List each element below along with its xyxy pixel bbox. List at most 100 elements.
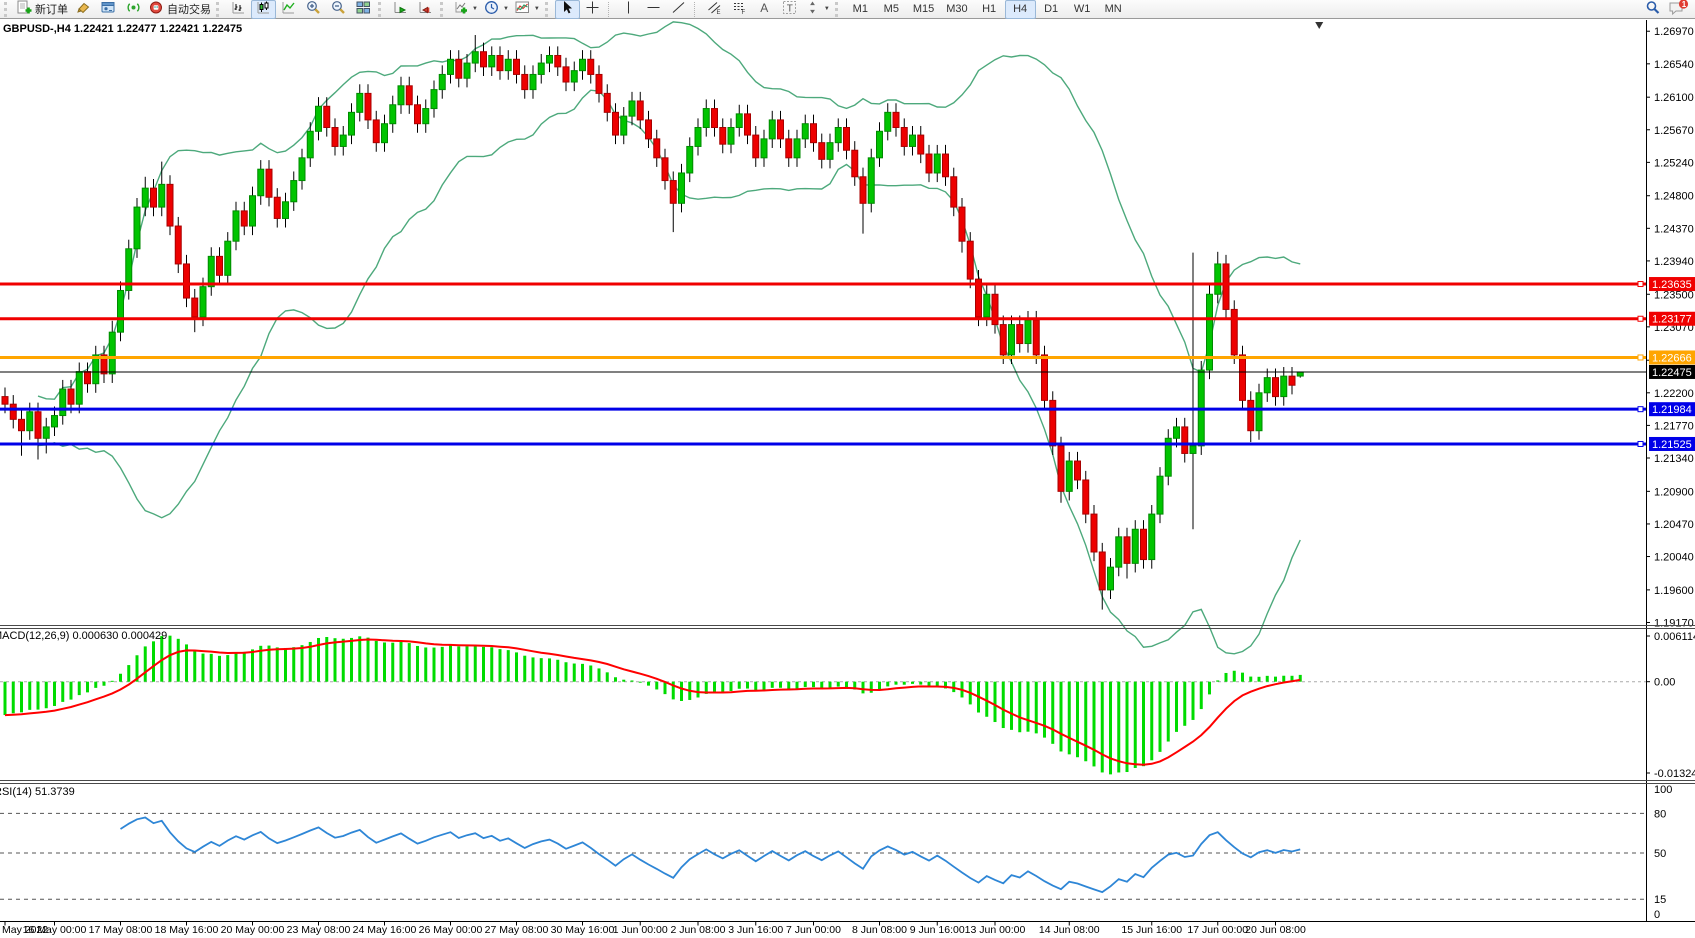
candle-up — [1206, 293, 1213, 371]
notifications-button[interactable]: 1 — [1665, 0, 1693, 19]
vertical-line-button[interactable] — [616, 0, 641, 19]
text-button[interactable]: A — [752, 0, 777, 19]
rsi-axis-label: 15 — [1654, 894, 1666, 906]
time-tick-label[interactable]: 8 Jun 08:00 — [852, 924, 907, 936]
tile-windows-icon — [356, 0, 371, 18]
macd-histogram-bar — [886, 681, 890, 687]
dropdown-caret[interactable]: ▼ — [502, 6, 509, 12]
time-tick-label[interactable]: 14 Jun 08:00 — [1039, 924, 1100, 936]
time-tick-label[interactable]: 7 Jun 00:00 — [786, 924, 841, 936]
time-tick-label[interactable]: 20 Jun 08:00 — [1245, 924, 1306, 936]
chart-shift-button[interactable] — [413, 0, 438, 19]
line-chart-button[interactable] — [276, 0, 301, 19]
styles-button[interactable] — [71, 0, 96, 19]
time-tick-label[interactable]: 9 Jun 16:00 — [910, 924, 965, 936]
equidistant-channel-button[interactable]: E — [702, 0, 727, 19]
candle-down — [859, 176, 867, 204]
crosshair-button[interactable] — [580, 0, 605, 19]
dropdown-caret[interactable]: ▼ — [472, 6, 478, 12]
time-tick-label[interactable]: 13 Jun 00:00 — [965, 924, 1026, 936]
price-tick-label: 1.23940 — [1654, 256, 1694, 268]
toolbar-grip[interactable] — [216, 1, 224, 17]
toolbar-grip[interactable] — [378, 1, 386, 17]
auto-scroll-button[interactable] — [388, 0, 413, 19]
timeframe-M15[interactable]: M15 — [912, 3, 935, 15]
macd-histogram-bar — [564, 662, 568, 682]
zoom-in-icon — [306, 0, 321, 18]
price-level-line[interactable] — [0, 281, 1646, 288]
timeframe-MN[interactable]: MN — [1104, 3, 1122, 15]
time-tick-label[interactable]: 18 May 16:00 — [155, 924, 219, 936]
tile-windows-button[interactable] — [351, 0, 376, 19]
time-tick-label[interactable]: 1 Jun 00:00 — [613, 924, 668, 936]
macd-histogram-bar — [333, 638, 337, 682]
macd-histogram-bar — [1076, 681, 1079, 758]
timeframe-H1[interactable]: H1 — [982, 3, 997, 15]
zoom-out-button[interactable] — [326, 0, 351, 19]
candle-up — [257, 168, 265, 197]
candle-up — [933, 153, 941, 174]
time-tick-label[interactable]: 24 May 16:00 — [353, 924, 417, 936]
macd-histogram-bar — [836, 681, 840, 687]
text-label-button[interactable]: T — [777, 0, 802, 19]
price-level-line[interactable] — [0, 406, 1646, 413]
timeframe-M1[interactable]: M1 — [852, 3, 868, 15]
price-level-line[interactable] — [0, 315, 1646, 322]
time-tick-label[interactable]: 17 May 08:00 — [89, 924, 153, 936]
candle-up — [488, 54, 496, 68]
bar-chart-button[interactable] — [226, 0, 251, 19]
macd-histogram-bar — [605, 672, 609, 682]
price-level-line[interactable] — [0, 354, 1646, 361]
arrows-button[interactable]: ▼ — [802, 0, 833, 19]
time-tick-label[interactable]: 26 May 00:00 — [419, 924, 483, 936]
periods-button[interactable]: ▼ — [481, 0, 512, 19]
templates-button[interactable]: ▼ — [512, 0, 543, 19]
time-tick-label[interactable]: May 2022 — [2, 924, 48, 936]
chart-canvas[interactable]: 1.26970 1.26540 1.26100 1.25670 1.25240 1.248… — [0, 20, 1695, 938]
time-tick-label[interactable]: 20 May 00:00 — [221, 924, 285, 936]
toolbar-grip[interactable] — [440, 1, 448, 17]
timeframe-M30[interactable]: M30 — [946, 3, 968, 15]
toolbar-grip[interactable] — [834, 1, 843, 17]
toolbar-grip[interactable] — [544, 1, 553, 17]
accounts-button[interactable] — [96, 0, 121, 19]
candlestick-chart-button[interactable] — [251, 0, 276, 19]
time-tick-label[interactable]: 27 May 08:00 — [485, 924, 549, 936]
indicators-button[interactable]: ▼ — [450, 0, 481, 19]
macd-histogram-bar — [1001, 681, 1005, 729]
signals-button[interactable] — [121, 0, 146, 19]
pane-separator[interactable] — [0, 625, 1695, 629]
macd-histogram-bar — [655, 681, 659, 690]
time-tick-label[interactable]: 15 Jun 16:00 — [1121, 924, 1182, 936]
time-tick-label[interactable]: 16 May 00:00 — [23, 924, 87, 936]
trendline-button[interactable] — [666, 0, 691, 19]
price-tick-label: 1.24800 — [1654, 191, 1694, 203]
chart-shift-marker[interactable] — [1315, 22, 1324, 29]
toolbar-grip[interactable] — [4, 1, 12, 17]
timeframe-D1[interactable]: D1 — [1044, 3, 1059, 15]
dropdown-caret[interactable]: ▼ — [533, 6, 540, 12]
time-tick-label[interactable]: 3 Jun 16:00 — [728, 924, 783, 936]
timeframe-W1[interactable]: W1 — [1073, 3, 1091, 15]
timeframe-H4[interactable]: H4 — [1004, 0, 1036, 19]
time-tick-label[interactable]: 23 May 08:00 — [287, 924, 351, 936]
candle-up — [108, 331, 116, 375]
pane-separator[interactable] — [0, 780, 1695, 784]
price-level-line[interactable] — [0, 440, 1646, 447]
rsi-axis-label: 0 — [1654, 909, 1660, 921]
new-order-button[interactable]: 新订单 — [14, 0, 71, 19]
dropdown-caret[interactable]: ▼ — [823, 6, 830, 12]
cursor-button[interactable] — [554, 0, 580, 19]
auto-trading-button[interactable]: 自动交易 — [146, 0, 214, 19]
time-tick-label[interactable]: 17 Jun 00:00 — [1187, 924, 1248, 936]
fibonacci-button[interactable]: F — [727, 0, 752, 19]
timeframe-M5[interactable]: M5 — [883, 3, 899, 15]
macd-histogram-bar — [548, 658, 551, 682]
zoom-in-button[interactable] — [301, 0, 326, 19]
time-tick-label[interactable]: 2 Jun 08:00 — [671, 924, 726, 936]
horizontal-line-button[interactable] — [641, 0, 666, 19]
time-tick-label[interactable]: 30 May 16:00 — [551, 924, 615, 936]
candle-up — [529, 73, 537, 91]
search-button[interactable] — [1640, 0, 1665, 19]
macd-histogram-bar — [762, 681, 766, 690]
